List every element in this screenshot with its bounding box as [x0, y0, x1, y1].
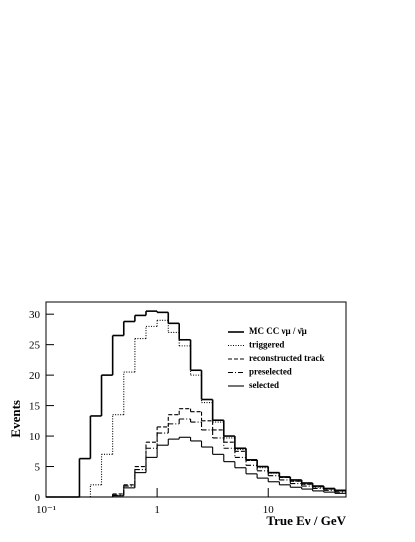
x-tick-label: 10⁻¹: [36, 504, 56, 516]
plot-frame: [45, 301, 347, 498]
x-axis-label: True Eν / GeV: [266, 513, 346, 528]
y-tick-label: 20: [29, 370, 41, 382]
y-tick-label: 15: [29, 401, 41, 413]
y-tick-label: 25: [29, 340, 41, 352]
x-tick-label: 10: [263, 504, 275, 516]
legend-label: reconstructed track: [249, 353, 325, 363]
y-axis-label: Events: [8, 400, 23, 438]
y-tick-label: 5: [35, 462, 41, 474]
x-tick-label: 1: [154, 504, 160, 516]
y-tick-label: 10: [29, 431, 41, 443]
legend-label: MC CC νμ / ν̄μ: [249, 326, 307, 336]
legend-label: selected: [249, 380, 279, 390]
y-tick-label: 30: [29, 309, 41, 321]
y-tick-label: 0: [35, 492, 41, 504]
legend-label: triggered: [249, 340, 284, 350]
legend-label: preselected: [249, 367, 292, 377]
